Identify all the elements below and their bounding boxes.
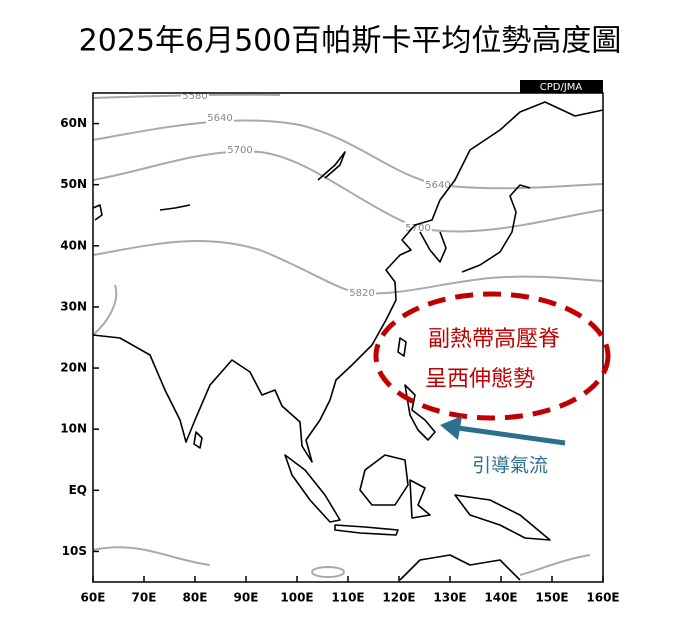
annotation: 副熱帶高壓脊 [428,327,560,352]
source: CPD/JMA [540,82,583,93]
coastline [334,524,399,536]
x-tick-label: 110E [331,591,364,605]
contour-label-bg [348,287,376,299]
contour-label: 5640 [207,113,232,124]
contour-label-bg [206,112,234,124]
contour-label-bg [404,222,432,234]
y-tick-label: 60N [60,116,87,130]
ridge-outline [373,291,611,421]
x-tick-label: 140E [484,591,517,605]
coastline [454,494,551,541]
coastline [409,479,431,519]
contour-label: 5640 [425,180,450,191]
x-tick-label: 70E [132,591,157,605]
contour-line [92,284,591,576]
coastline [399,554,521,581]
source-box [520,80,603,93]
annotation: 呈西伸態勢 [425,367,535,392]
title: 2025年6月500百帕斯卡平均位勢高度圖 [79,24,622,59]
x-tick-label: 80E [183,591,208,605]
contour-label: 5820 [349,288,374,299]
contour-label-bg [424,179,452,191]
contour-line [311,566,345,578]
coastline [317,151,346,181]
y-tick-label: EQ [69,483,87,497]
x-tick-label: 60E [81,591,106,605]
flow-arrow [457,425,566,446]
x-tick-label: 160E [586,591,619,605]
coastline [359,454,409,506]
flow-arrowhead [440,416,462,440]
x-tick-label: 130E [433,591,466,605]
coastline [397,337,407,357]
y-tick-label: 20N [60,361,87,375]
annotation: 引導氣流 [472,455,548,477]
x-tick-label: 120E [382,591,415,605]
coastline [92,204,103,221]
coastline [461,184,531,273]
coastline [193,431,203,449]
contour-label: 5700 [405,223,430,234]
contour-line [92,150,604,233]
contour-line [92,240,604,295]
x-tick-label: 100E [280,591,313,605]
y-tick-label: 10N [60,422,87,436]
y-tick-label: 30N [60,299,87,313]
coastline [92,101,604,463]
coastline [419,231,447,263]
y-tick-label: 50N [60,177,87,191]
contour-line [92,119,604,190]
y-tick-label: 40N [60,238,87,252]
coastline [284,454,341,523]
x-tick-label: 90E [234,591,259,605]
x-tick-label: 150E [535,591,568,605]
y-tick-label: 10S [62,544,87,558]
coastlines [92,101,604,581]
contour-label: 5580 [182,91,207,102]
contour-label-bg [226,144,254,156]
coastline [404,384,436,441]
coastline [159,204,191,211]
contour-label: 5700 [227,145,252,156]
